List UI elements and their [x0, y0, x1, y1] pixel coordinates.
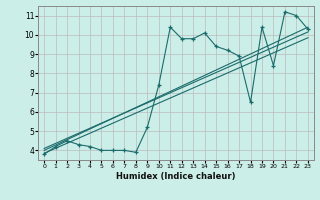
- X-axis label: Humidex (Indice chaleur): Humidex (Indice chaleur): [116, 172, 236, 181]
